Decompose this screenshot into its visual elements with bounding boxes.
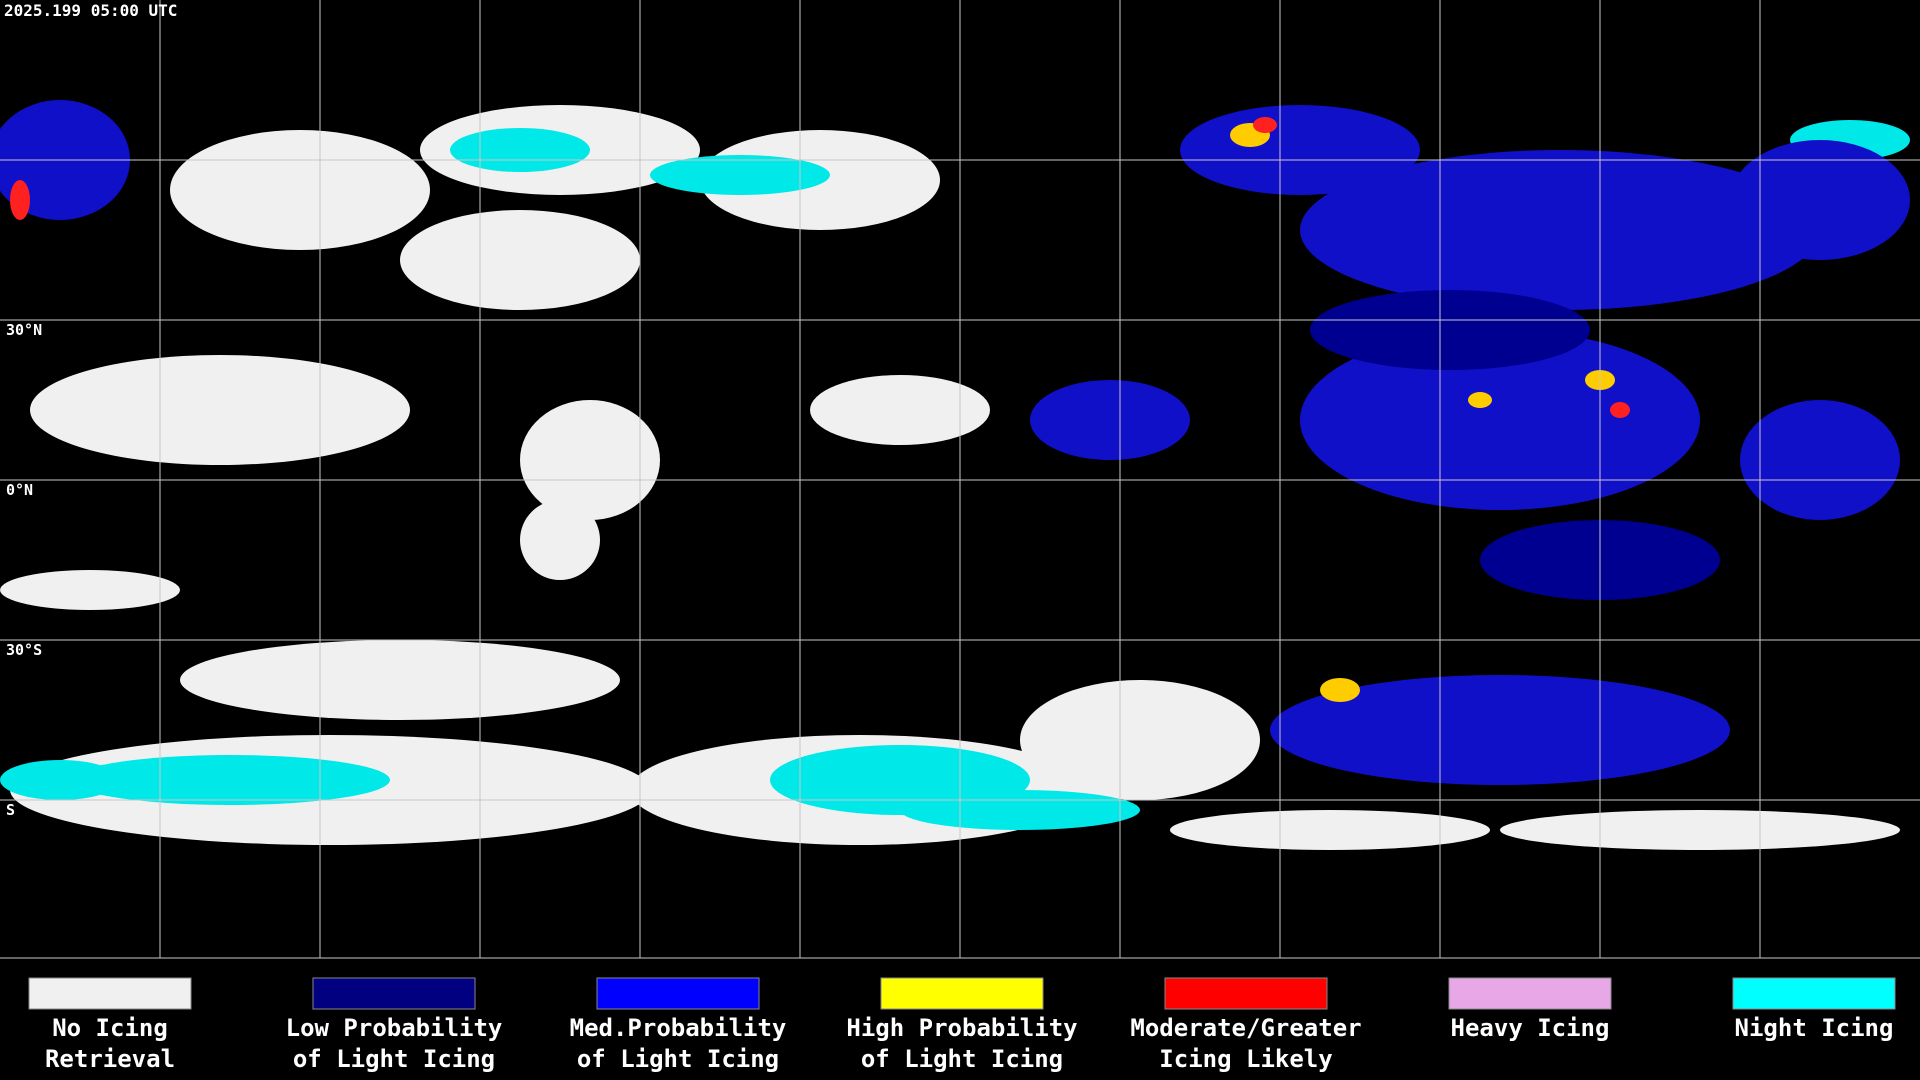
legend-label: Moderate/Greater: [1130, 1014, 1361, 1042]
map-imagery: [0, 0, 1920, 959]
medium-probability-regions: [0, 100, 1910, 785]
legend-label: of Light Icing: [293, 1045, 495, 1073]
legend-swatch: [28, 977, 192, 1010]
legend-swatch: [880, 977, 1044, 1010]
night-icing-regions: [0, 120, 1910, 830]
latitude-label: 30°S: [6, 641, 42, 659]
timestamp: 2025.199 05:00 UTC: [4, 1, 177, 20]
latitude-labels: 30°N 0°N 30°S S: [6, 321, 42, 819]
latitude-label: 30°N: [6, 321, 42, 339]
legend-label: Low Probability: [286, 1014, 503, 1042]
legend-swatch: [312, 977, 476, 1010]
legend-label: Med.Probability: [570, 1014, 787, 1042]
legend-label: of Light Icing: [577, 1045, 779, 1073]
legend-label: No Icing: [52, 1014, 168, 1042]
legend-label: Night Icing: [1735, 1014, 1894, 1042]
legend-swatch: [596, 977, 760, 1010]
legend-label: Retrieval: [45, 1045, 175, 1073]
legend-label: Heavy Icing: [1451, 1014, 1610, 1042]
graticule: [0, 0, 1920, 959]
legend-swatch: [1732, 977, 1896, 1010]
legend-label: High Probability: [846, 1014, 1077, 1042]
legend: No Icing Retrieval Low Probability of Light…: [28, 977, 1896, 1073]
legend-swatch: [1164, 977, 1328, 1010]
moderate-regions: [10, 117, 1630, 418]
legend-label: of Light Icing: [861, 1045, 1063, 1073]
latitude-label: 0°N: [6, 481, 33, 499]
legend-swatch: [1448, 977, 1612, 1010]
legend-label: Icing Likely: [1159, 1045, 1332, 1073]
latitude-label: S: [6, 801, 15, 819]
